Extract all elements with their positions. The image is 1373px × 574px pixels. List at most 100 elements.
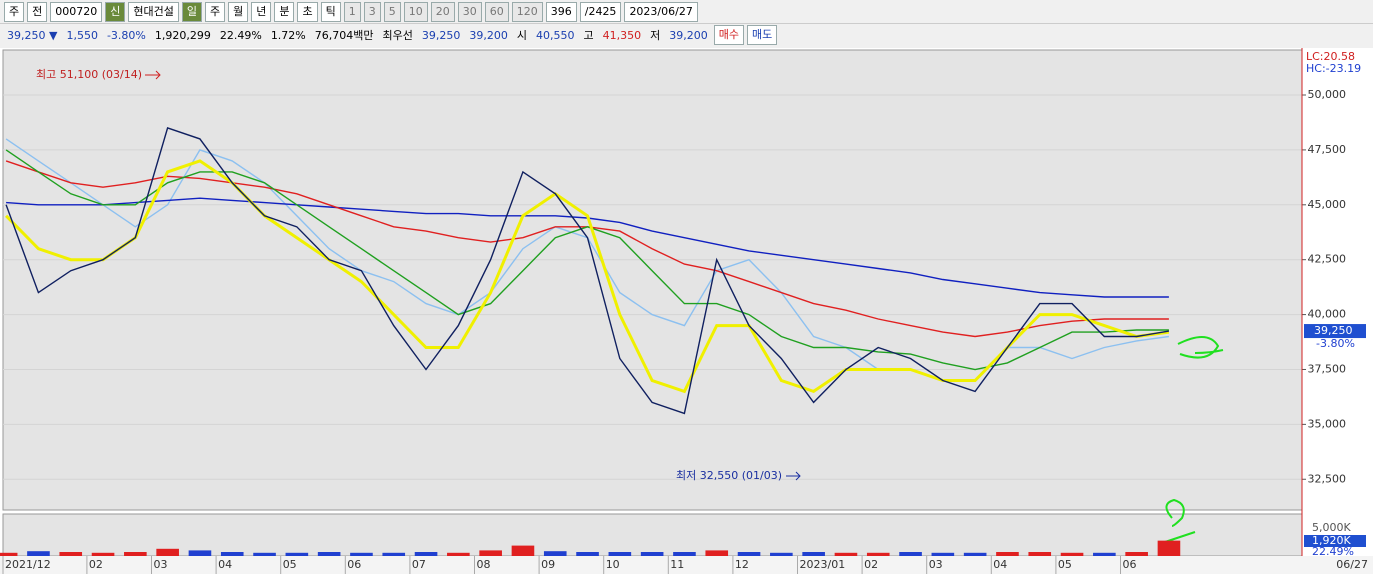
toolbar-item[interactable]: 틱 bbox=[320, 1, 341, 22]
toolbar-item[interactable]: 주 bbox=[204, 1, 226, 22]
toolbar-item[interactable]: 월 bbox=[228, 1, 249, 22]
toolbar-item[interactable]: 저 bbox=[650, 29, 661, 42]
toolbar-item[interactable]: 40,550 bbox=[536, 28, 575, 42]
volume-bar bbox=[1028, 552, 1052, 556]
high-arrow bbox=[145, 70, 161, 80]
toolbar-item[interactable]: 매수 bbox=[713, 25, 744, 45]
toolbar-item[interactable]: 41,350 bbox=[602, 28, 642, 42]
toolbar-item[interactable]: 1.72% bbox=[270, 28, 306, 42]
toolbar-item[interactable]: 10 bbox=[403, 1, 428, 22]
toolbar-item[interactable]: 시 bbox=[516, 29, 527, 42]
toolbar-item[interactable]: 000720 bbox=[50, 1, 103, 22]
toolbar-item[interactable]: 39,250 ▼ bbox=[7, 28, 58, 42]
toolbar-item[interactable]: 초 bbox=[297, 1, 318, 22]
toolbar-item[interactable]: 5 bbox=[383, 1, 401, 22]
toolbar-item[interactable]: 396 bbox=[545, 1, 577, 22]
volume-bar bbox=[156, 548, 179, 556]
chart: 32,500 35,000 37,500 40,000 42,500 45,000 47,5… bbox=[0, 48, 1373, 574]
price-line bbox=[5, 127, 1170, 415]
toolbar-item[interactable]: 60 bbox=[484, 1, 509, 22]
toolbar-item[interactable]: 30 bbox=[457, 1, 482, 22]
x-tick-label: 04 bbox=[218, 558, 232, 571]
toolbar-item[interactable]: 고 bbox=[583, 29, 594, 42]
toolbar-item[interactable]: 39,250 bbox=[421, 28, 461, 42]
hand-mark bbox=[1177, 336, 1224, 359]
volume-bar bbox=[673, 552, 696, 556]
toolbar-item[interactable]: 신 bbox=[105, 1, 126, 22]
x-tick-label: 12 bbox=[735, 558, 749, 571]
x-tick-label: 05 bbox=[283, 558, 297, 571]
y-tick-label: 32,500 bbox=[1308, 472, 1347, 485]
volume-bar bbox=[59, 552, 83, 556]
x-tick-label: 2023/01 bbox=[800, 558, 846, 571]
low-annotation: 최저 32,550 (01/03) bbox=[676, 469, 782, 482]
x-axis-band bbox=[0, 556, 1373, 574]
toolbar-item[interactable]: 1 bbox=[343, 1, 361, 22]
volume-bar bbox=[124, 552, 147, 556]
low-arrow bbox=[786, 471, 801, 481]
toolbar-item[interactable]: 일 bbox=[181, 1, 202, 22]
toolbar-item[interactable]: /2425 bbox=[579, 1, 622, 22]
volume-bar bbox=[770, 552, 793, 556]
toolbar-item[interactable]: 3 bbox=[363, 1, 381, 22]
y-tick-label: 35,000 bbox=[1308, 417, 1347, 430]
volume-panel bbox=[2, 513, 1303, 557]
last-price-box bbox=[1304, 324, 1366, 339]
toolbar-item[interactable]: 현대건설 bbox=[128, 1, 179, 22]
y-tick-label: 47,500 bbox=[1308, 143, 1347, 156]
y-tick-label: 50,000 bbox=[1308, 88, 1347, 101]
volume-bar bbox=[479, 550, 502, 556]
volume-bar bbox=[640, 552, 664, 556]
price-line bbox=[5, 149, 1169, 371]
volume-bar bbox=[1157, 540, 1181, 556]
toolbar-item[interactable]: 최우선 bbox=[382, 29, 413, 42]
toolbar-item[interactable]: 2023/06/27 bbox=[624, 1, 698, 22]
volume-bar bbox=[382, 552, 406, 556]
toolbar-item[interactable]: 분 bbox=[274, 1, 295, 22]
volume-bar bbox=[27, 551, 50, 556]
volume-bar bbox=[447, 552, 470, 556]
volume-bar bbox=[1093, 552, 1116, 556]
volume-top: 5,000K bbox=[1312, 521, 1351, 534]
high-annotation: 최고 51,100 (03/14) bbox=[36, 68, 142, 81]
toolbar-item[interactable]: 1,550 bbox=[66, 28, 98, 42]
volume-bar bbox=[737, 552, 761, 556]
x-tick-label: 02 bbox=[89, 558, 103, 571]
volume-bar bbox=[285, 552, 309, 556]
toolbar-item[interactable]: 39,200 bbox=[669, 28, 708, 42]
x-tick-label: 08 bbox=[477, 558, 491, 571]
volume-bar bbox=[834, 552, 858, 556]
volume-bar bbox=[543, 551, 567, 556]
toolbar-item[interactable]: 주 bbox=[4, 1, 25, 22]
price-line bbox=[5, 159, 1170, 394]
x-tick-label: 09 bbox=[541, 558, 555, 571]
toolbar-item[interactable]: 전 bbox=[27, 1, 48, 22]
y-tick-label: 37,500 bbox=[1308, 362, 1347, 375]
toolbar-item[interactable]: 76,704백만 bbox=[314, 29, 374, 42]
volume-bar bbox=[802, 552, 825, 556]
toolbar-item[interactable]: 매도 bbox=[747, 25, 778, 45]
x-tick-label: 03 bbox=[929, 558, 943, 571]
y-tick-label: 45,000 bbox=[1308, 198, 1347, 211]
x-end-label: 06/27 bbox=[1336, 558, 1368, 571]
toolbar-item[interactable]: 120 bbox=[511, 1, 543, 22]
volume-bar bbox=[253, 552, 276, 556]
volume-bar bbox=[317, 552, 341, 556]
toolbar-item[interactable]: 20 bbox=[430, 1, 455, 22]
price-panel bbox=[2, 49, 1303, 511]
toolbar-item[interactable]: 1,920,299 bbox=[154, 28, 211, 42]
volume-bar bbox=[608, 552, 632, 556]
volume-bar bbox=[188, 550, 212, 556]
x-tick-label: 06 bbox=[347, 558, 361, 571]
volume-bar bbox=[511, 545, 535, 556]
toolbar-item[interactable]: 년 bbox=[251, 1, 272, 22]
toolbar-item[interactable]: 39,200 bbox=[469, 28, 508, 42]
x-tick-label: 11 bbox=[670, 558, 684, 571]
toolbar-item[interactable]: 22.49% bbox=[219, 28, 262, 42]
last-change: -3.80% bbox=[1316, 337, 1355, 350]
x-tick-label: 04 bbox=[993, 558, 1007, 571]
x-tick-label: 03 bbox=[154, 558, 168, 571]
toolbar-item[interactable]: -3.80% bbox=[106, 28, 146, 42]
volume-bar bbox=[1060, 552, 1084, 556]
toolbar-row2: 39,250 ▼ 1,550 -3.80% 1,920,299 22.49% 1.72% 7… bbox=[0, 24, 1373, 46]
